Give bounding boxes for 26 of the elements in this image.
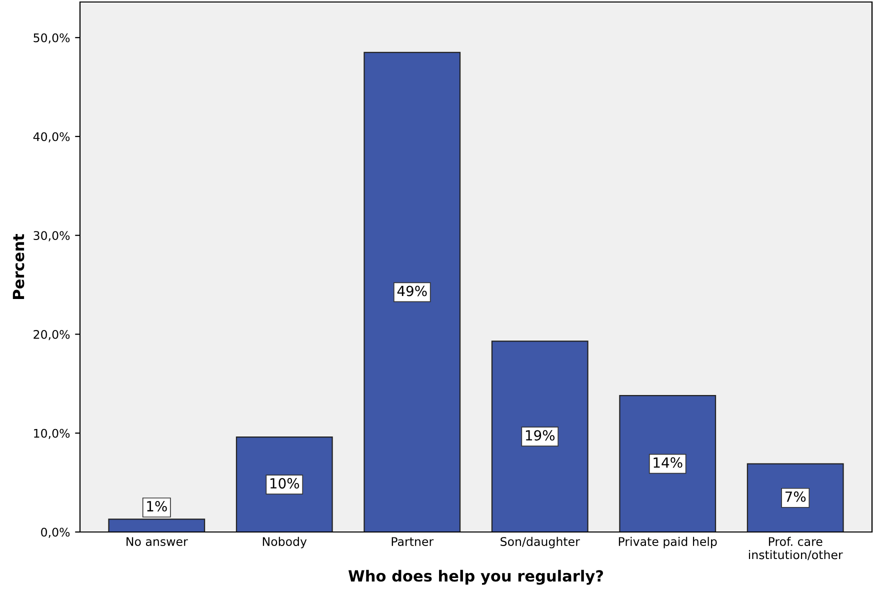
y-tick-label: 30,0% [34,231,70,242]
y-tick-label: 0,0% [41,528,70,538]
x-tick-label: Private paid help [618,536,717,548]
bar [746,463,844,532]
y-tick-label: 10,0% [34,428,70,439]
y-tick-label: 40,0% [33,132,70,142]
bar [364,52,461,532]
x-axis-title: Who does help you regularly? [348,570,603,585]
data-label: 10% [270,478,300,489]
x-tick-label: Son/daughter [500,536,580,548]
y-axis-title: Percent [12,234,24,299]
y-tick-label: 20,0% [34,330,70,340]
data-label: 7% [785,491,806,502]
data-label: 19% [526,430,555,441]
bar [491,340,588,532]
x-tick-label: Nobody [262,536,307,548]
data-label: 14% [654,457,682,468]
bar [108,518,206,532]
bar [236,436,333,532]
data-label: 49% [397,286,427,296]
x-tick-label: Prof. care institution/other [748,536,843,560]
x-tick-label: No answer [126,537,188,546]
x-tick-label: Partner [392,537,434,546]
bar [619,394,716,532]
data-label: 1% [147,501,167,512]
y-tick-label: 50,0% [34,33,70,44]
